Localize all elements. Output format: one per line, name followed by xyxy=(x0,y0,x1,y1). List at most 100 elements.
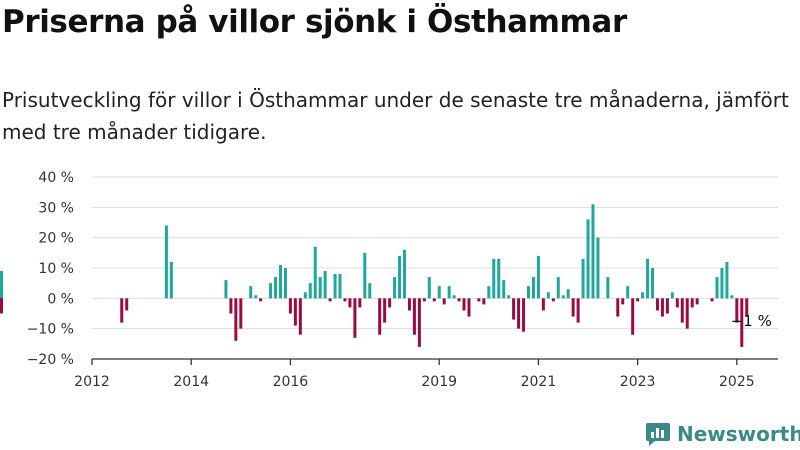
bar xyxy=(626,286,630,299)
bar xyxy=(616,298,620,317)
bar xyxy=(422,298,426,302)
bar xyxy=(288,298,292,314)
bar xyxy=(457,298,461,302)
bar xyxy=(710,298,714,302)
bar xyxy=(358,298,362,308)
bar xyxy=(527,286,530,299)
bar xyxy=(229,298,233,314)
y-tick-label: 30 % xyxy=(38,200,74,216)
bar xyxy=(651,268,655,299)
brand-logo: Newsworthy xyxy=(645,419,800,449)
bar xyxy=(407,298,411,311)
x-tick-label: 2021 xyxy=(521,374,557,390)
bar xyxy=(224,280,228,299)
bar xyxy=(437,286,441,299)
bar xyxy=(536,255,540,299)
bar xyxy=(353,298,357,338)
bar xyxy=(531,277,535,299)
bar xyxy=(546,292,550,299)
bar xyxy=(0,298,3,302)
bar xyxy=(576,298,580,323)
x-tick-label: 2014 xyxy=(173,374,209,390)
bar xyxy=(378,298,382,335)
last-value-label: −1 % xyxy=(731,312,772,330)
bar xyxy=(0,298,3,311)
bar xyxy=(234,298,238,341)
bar xyxy=(239,298,243,329)
bar xyxy=(462,298,466,311)
bar xyxy=(120,298,124,323)
bar xyxy=(452,295,456,299)
bar xyxy=(467,298,471,317)
bar xyxy=(641,292,645,299)
bar xyxy=(259,298,263,302)
bar xyxy=(655,298,659,311)
bar xyxy=(442,298,446,305)
bar xyxy=(318,277,322,299)
bar xyxy=(720,268,724,299)
bars xyxy=(0,204,749,347)
newsworthy-logo-icon xyxy=(646,423,670,446)
bar xyxy=(398,255,402,299)
bar xyxy=(735,298,739,323)
bar xyxy=(383,298,387,323)
x-tick-label: 2023 xyxy=(620,374,656,390)
bar xyxy=(566,289,570,299)
bar xyxy=(680,298,684,323)
bar xyxy=(348,298,352,308)
bar xyxy=(517,298,521,329)
bar xyxy=(363,252,367,299)
bar xyxy=(522,298,526,332)
bar xyxy=(725,261,729,299)
bar xyxy=(412,298,416,335)
bar xyxy=(343,298,347,302)
bar xyxy=(293,298,297,326)
bar xyxy=(308,283,312,299)
bar xyxy=(417,298,421,347)
chart-subtitle: Prisutveckling för villor i Östhammar un… xyxy=(2,88,789,144)
bar xyxy=(164,225,168,299)
x-axis: 2012 2014 2016 2019 2021 2023 2025 xyxy=(74,358,778,390)
y-tick-label: −10 % xyxy=(27,322,74,338)
bar xyxy=(482,298,486,305)
bar xyxy=(368,283,372,299)
bar xyxy=(551,298,555,302)
bar xyxy=(646,258,650,299)
bar xyxy=(492,258,496,299)
bar xyxy=(636,298,640,302)
bar xyxy=(561,295,565,299)
y-tick-label: 20 % xyxy=(38,231,74,247)
bar xyxy=(487,286,491,299)
bar xyxy=(745,298,749,317)
bar xyxy=(249,286,253,299)
bar xyxy=(125,298,129,311)
bar xyxy=(556,277,560,299)
bar xyxy=(512,298,516,320)
bar xyxy=(740,298,744,347)
bar xyxy=(631,298,635,335)
y-tick-label: −20 % xyxy=(27,352,74,368)
bar xyxy=(393,277,397,299)
bar xyxy=(303,292,307,299)
bar xyxy=(497,258,501,299)
bar xyxy=(581,258,585,299)
bar xyxy=(606,277,610,299)
bar xyxy=(670,292,674,299)
bar xyxy=(278,264,282,299)
x-tick-label: 2012 xyxy=(74,374,110,390)
bar xyxy=(690,298,694,308)
bar xyxy=(596,237,600,299)
bar xyxy=(571,298,575,317)
grid-lines xyxy=(92,176,778,330)
bar xyxy=(0,271,3,299)
bar xyxy=(283,268,287,299)
bar xyxy=(665,298,669,314)
brand-name: Newsworthy xyxy=(677,422,800,446)
y-tick-label: 0 % xyxy=(47,291,74,307)
bar xyxy=(427,277,431,299)
bar xyxy=(254,295,258,299)
bar xyxy=(313,246,317,299)
annotations: −1 % xyxy=(731,312,772,330)
bar xyxy=(402,249,406,299)
